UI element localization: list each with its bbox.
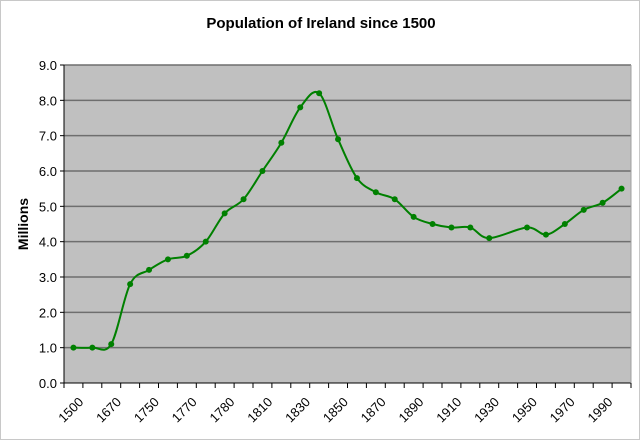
y-tick-label: 6.0	[39, 164, 57, 179]
data-point	[372, 189, 379, 196]
data-point	[448, 224, 455, 231]
data-point	[410, 213, 417, 220]
x-tick-label: 1670	[93, 394, 124, 425]
x-tick-label: 1970	[547, 394, 578, 425]
data-point	[542, 231, 549, 238]
y-tick-label: 5.0	[39, 199, 57, 214]
y-tick-label: 8.0	[39, 93, 57, 108]
plot-area	[64, 65, 631, 383]
x-tick-label: 1890	[395, 394, 426, 425]
y-tick-label: 1.0	[39, 341, 57, 356]
data-point	[278, 139, 285, 146]
data-point	[467, 224, 474, 231]
data-point	[164, 256, 171, 263]
data-point	[127, 281, 134, 288]
x-tick-label: 1830	[282, 394, 313, 425]
x-tick-label: 1950	[509, 394, 540, 425]
x-tick-label: 1750	[131, 394, 162, 425]
x-tick-label: 1500	[55, 394, 86, 425]
data-point	[335, 136, 342, 143]
x-tick-label: 1930	[471, 394, 502, 425]
data-point	[146, 266, 153, 273]
data-point	[524, 224, 531, 231]
data-point	[202, 238, 209, 245]
data-point	[618, 185, 625, 192]
x-tick-label: 1910	[433, 394, 464, 425]
data-point	[486, 235, 493, 242]
x-tick-label: 1780	[206, 394, 237, 425]
data-point	[316, 90, 323, 97]
data-point	[183, 252, 190, 259]
y-tick-label: 2.0	[39, 305, 57, 320]
x-tick-label: 1990	[584, 394, 615, 425]
x-tick-label: 1870	[358, 394, 389, 425]
data-point	[561, 221, 568, 227]
data-point	[108, 341, 115, 348]
y-tick-label: 3.0	[39, 270, 57, 285]
chart-title: Population of Ireland since 1500	[206, 15, 436, 32]
y-tick-label: 9.0	[39, 58, 57, 73]
data-point	[599, 199, 606, 206]
data-point	[391, 196, 398, 203]
data-point	[297, 104, 304, 111]
y-tick-label: 0.0	[39, 376, 57, 391]
x-tick-label: 1850	[320, 394, 351, 425]
data-point	[580, 206, 587, 213]
x-tick-label: 1770	[169, 394, 200, 425]
data-point	[240, 196, 247, 203]
y-tick-label: 4.0	[39, 235, 57, 250]
y-tick-label: 7.0	[39, 129, 57, 144]
data-point	[70, 344, 77, 351]
data-point	[353, 175, 360, 182]
x-tick-label: 1810	[244, 394, 275, 425]
data-point	[259, 168, 266, 174]
data-point	[89, 344, 96, 351]
data-point	[429, 221, 436, 227]
data-point	[221, 210, 228, 217]
